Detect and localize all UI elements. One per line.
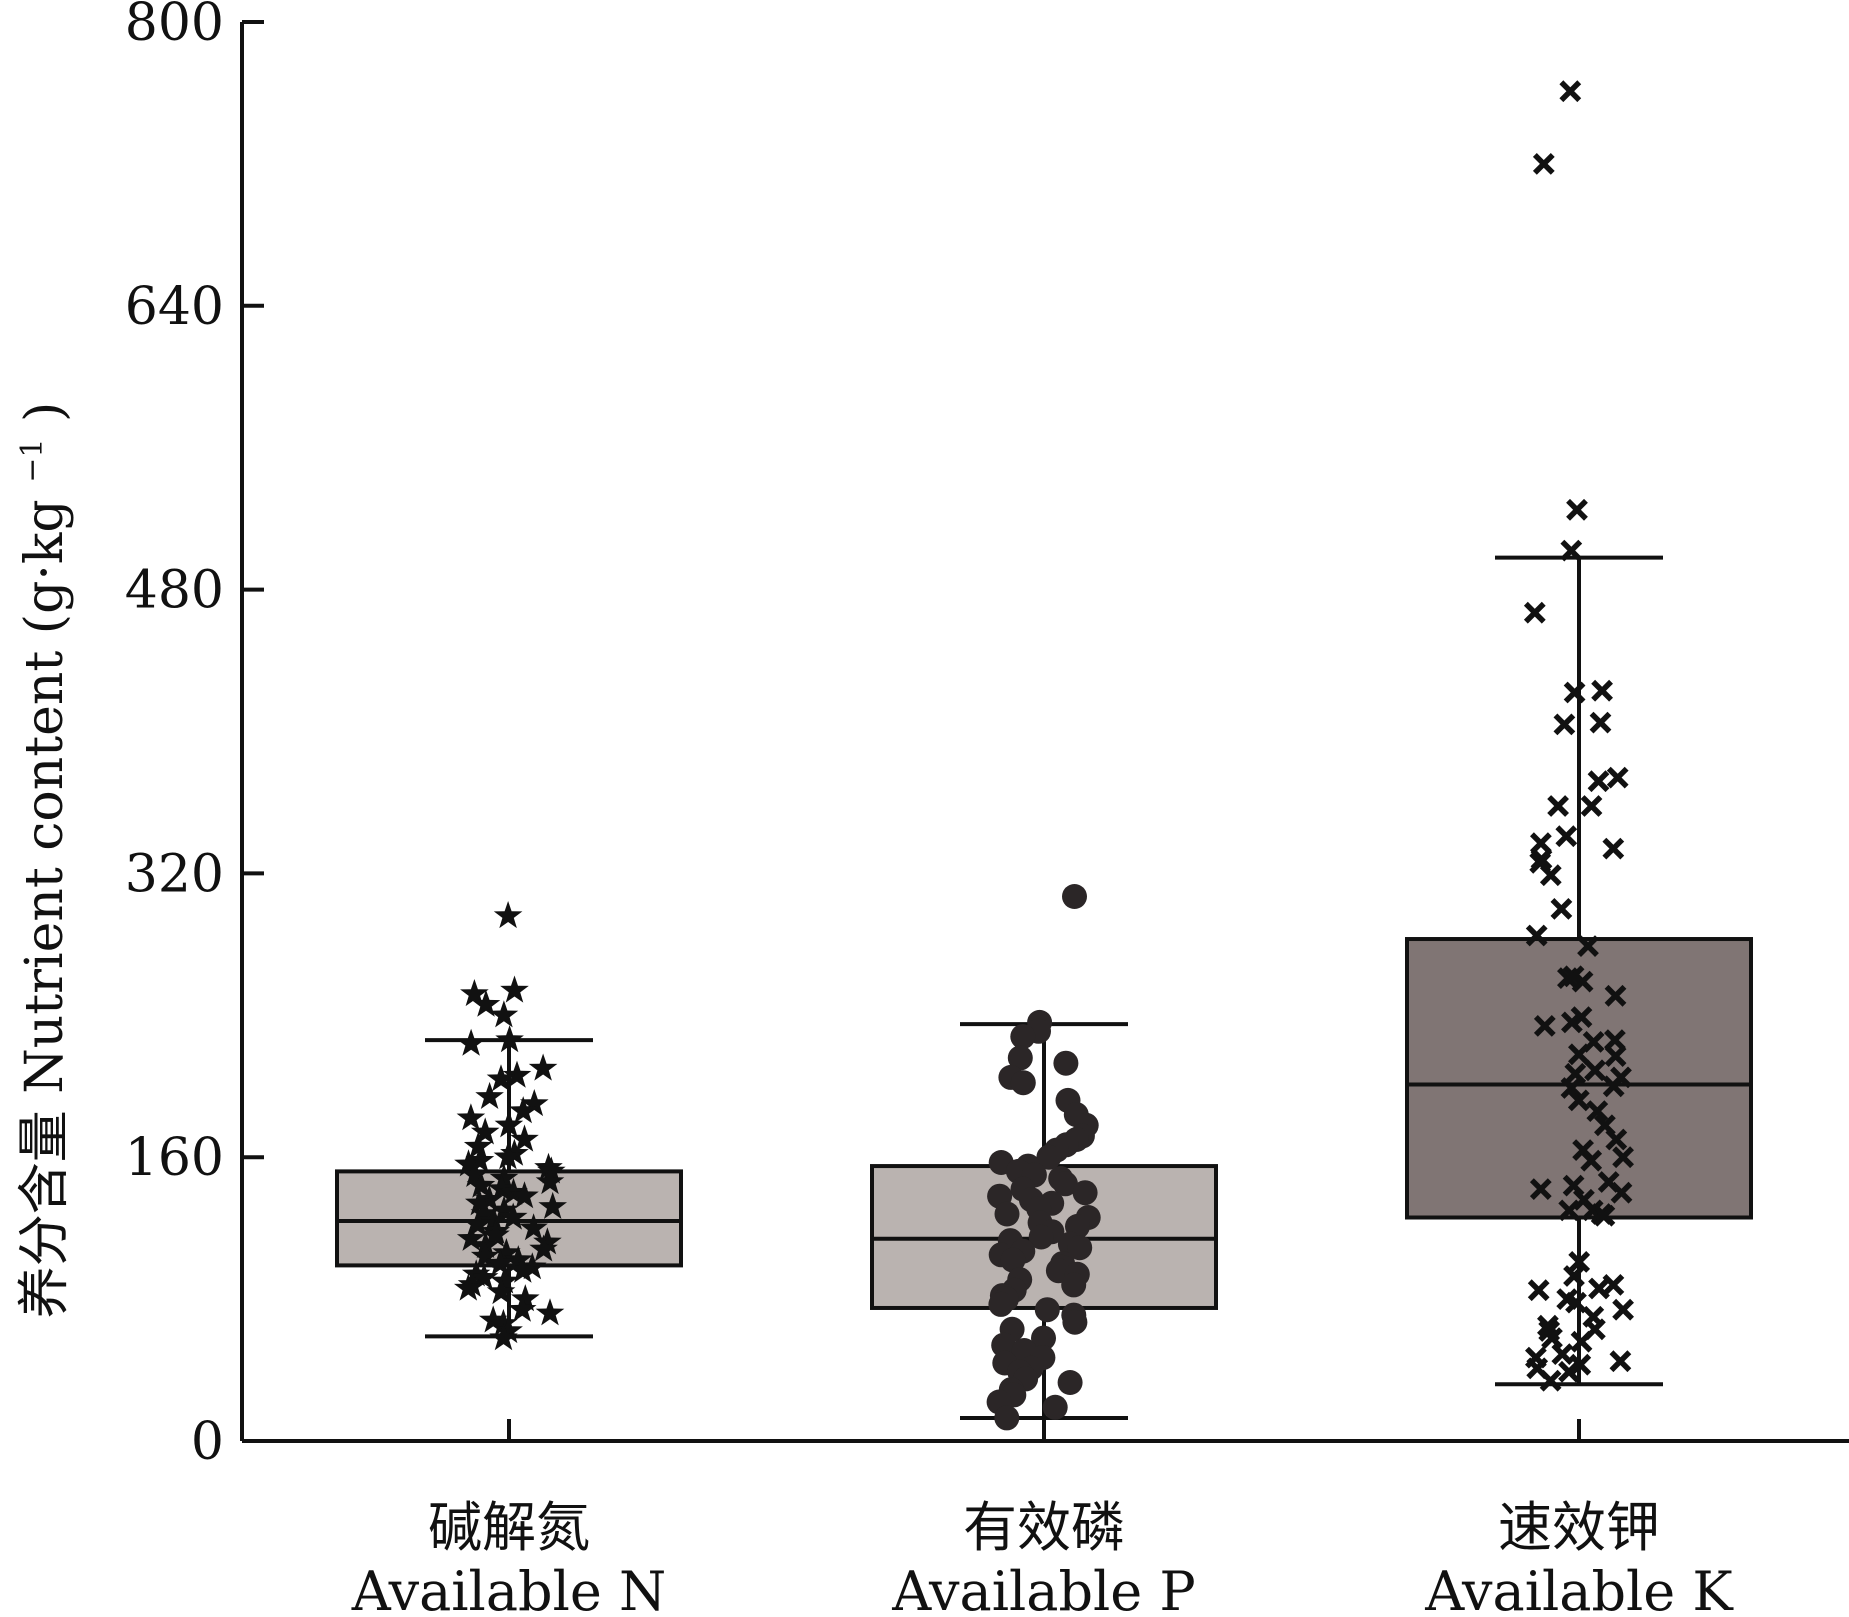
point-2-19 — [1554, 902, 1568, 916]
point-0-0 — [493, 901, 523, 929]
y-tick-label-0: 0 — [191, 1412, 224, 1472]
point-2-5 — [1595, 684, 1609, 698]
point-0-60 — [535, 1298, 565, 1326]
point-1-50 — [988, 1291, 1014, 1317]
point-2-70 — [1613, 1354, 1627, 1368]
x-tick-label-cn-2: 速效钾 — [1498, 1496, 1660, 1559]
y-tick-label-2: 320 — [125, 844, 224, 904]
point-2-8 — [1557, 717, 1571, 731]
point-1-3 — [1010, 1024, 1036, 1050]
point-1-24 — [1072, 1180, 1098, 1206]
point-1-53 — [1062, 1309, 1088, 1335]
point-2-67 — [1575, 1335, 1589, 1349]
point-0-1 — [500, 975, 529, 1003]
x-tick-label-en-0: Available N — [351, 1560, 666, 1617]
point-2-2 — [1570, 503, 1584, 517]
point-2-12 — [1551, 799, 1565, 813]
point-2-68 — [1555, 1347, 1569, 1361]
y-tick-label-4: 640 — [125, 277, 224, 337]
point-2-15 — [1606, 842, 1620, 856]
point-1-7 — [1010, 1070, 1036, 1096]
y-axis-title-cn: 养分含量 — [15, 1110, 75, 1318]
y-tick-label-5: 800 — [125, 0, 224, 53]
y-axis-title-unit-end: ) — [15, 402, 75, 422]
point-2-4 — [1528, 606, 1542, 620]
point-1-46 — [1061, 1272, 1087, 1298]
point-2-9 — [1611, 771, 1625, 785]
point-2-1 — [1537, 157, 1551, 171]
x-tick-label-en-2: Available K — [1424, 1560, 1734, 1617]
x-tick-label-cn-1: 有效磷 — [963, 1496, 1125, 1559]
point-2-56 — [1606, 1278, 1620, 1292]
point-0-6 — [456, 1028, 486, 1056]
point-2-0 — [1563, 84, 1577, 98]
point-2-18 — [1544, 868, 1558, 882]
point-2-58 — [1532, 1283, 1546, 1297]
point-0-13 — [456, 1103, 486, 1131]
x-tick-label-en-1: Available P — [891, 1560, 1196, 1617]
point-2-14 — [1534, 836, 1548, 850]
point-2-7 — [1594, 716, 1608, 730]
point-1-0 — [1062, 884, 1087, 909]
point-1-29 — [994, 1201, 1020, 1227]
y-tick-label-1: 160 — [125, 1128, 224, 1188]
point-2-61 — [1616, 1303, 1630, 1317]
point-2-10 — [1592, 774, 1606, 788]
point-2-57 — [1592, 1282, 1606, 1296]
y-axis-title-en: Nutrient content — [15, 651, 75, 1094]
y-tick-label-3: 480 — [125, 561, 224, 621]
point-1-63 — [1057, 1370, 1083, 1395]
point-0-7 — [528, 1053, 558, 1081]
point-2-11 — [1585, 799, 1599, 813]
y-axis-title-unit: (g·kg — [15, 499, 75, 634]
svg-text:养分含量 Nutrient co: 养分含量 Nutrient content (g·kg −1 ) — [0, 402, 75, 1319]
y-axis-title: 养分含量 Nutrient content (g·kg −1 ) — [0, 402, 75, 1319]
point-2-3 — [1564, 544, 1578, 558]
point-1-67 — [1042, 1394, 1068, 1420]
point-1-51 — [1034, 1297, 1060, 1323]
y-axis-title-unit-sup: −1 — [15, 439, 50, 483]
point-1-5 — [1053, 1050, 1079, 1076]
point-1-68 — [994, 1405, 1020, 1431]
point-2-13 — [1559, 829, 1573, 843]
y-axis: 0 160 320 480 640 800 — [125, 0, 264, 1472]
x-tick-label-cn-0: 碱解氮 — [428, 1496, 590, 1559]
